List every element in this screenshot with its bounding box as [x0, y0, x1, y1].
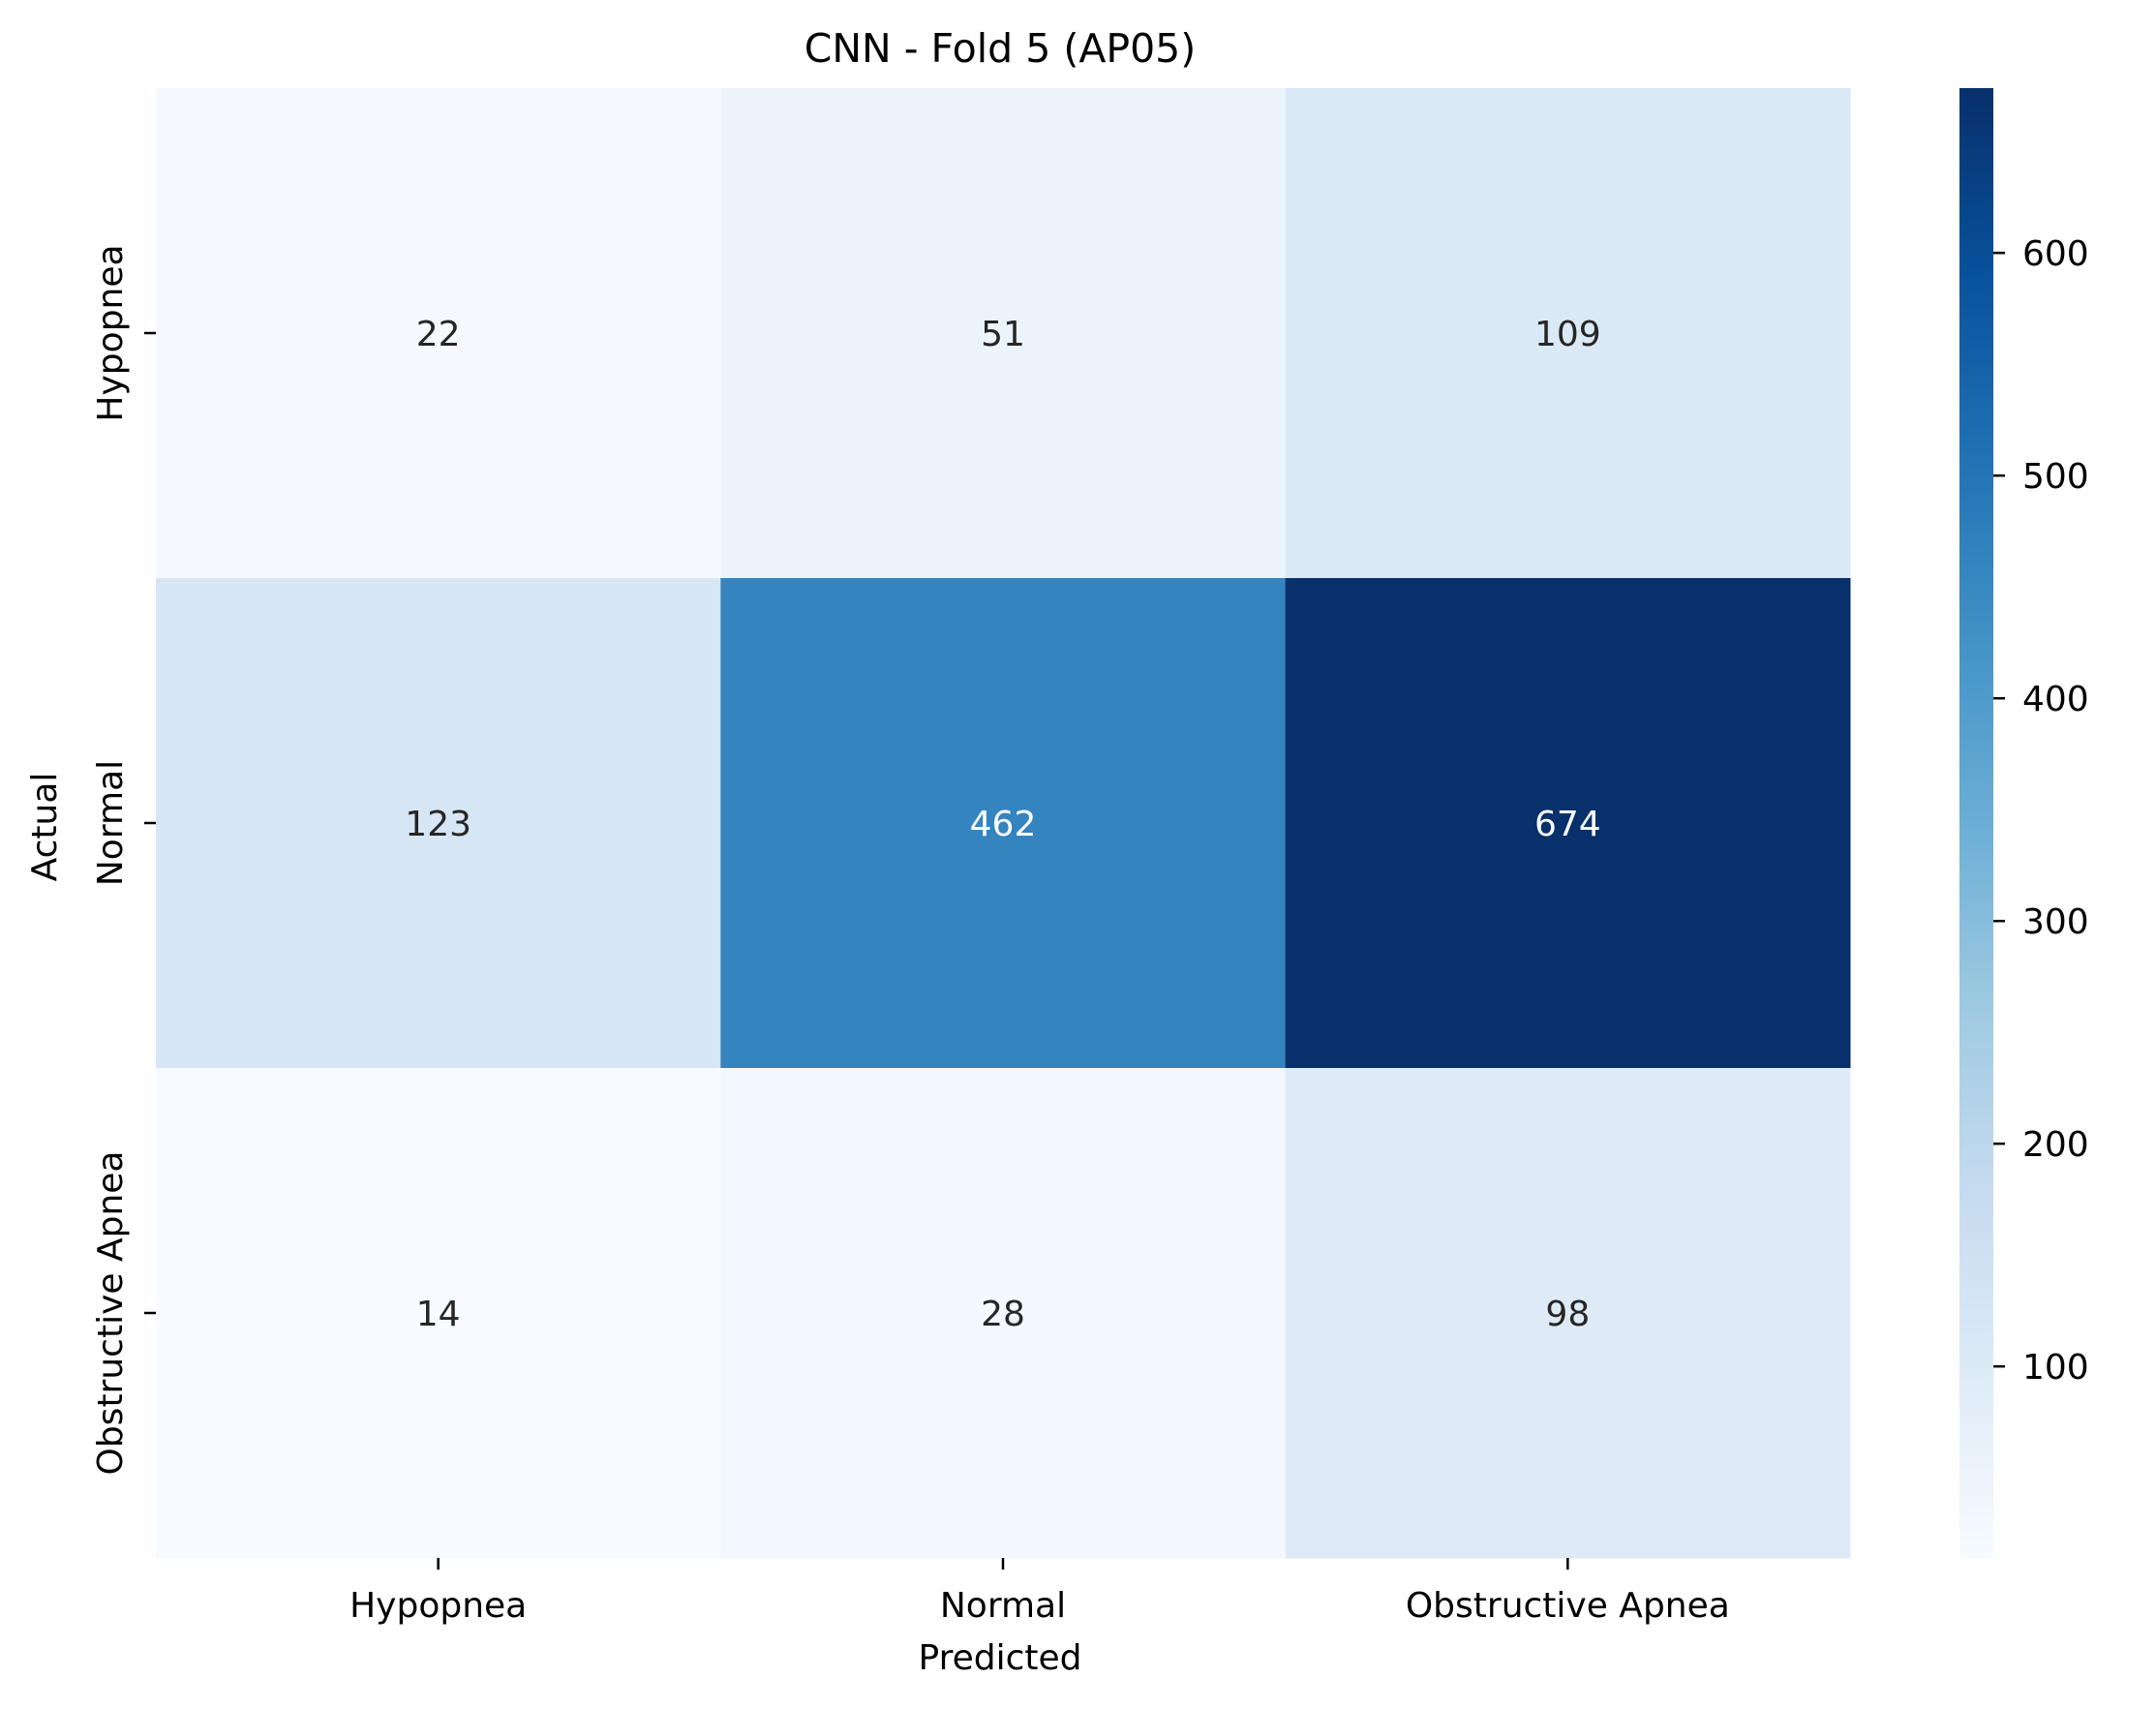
colorbar: 100 200 300 400 500 600	[1959, 88, 2089, 1558]
colorbar-gradient	[1959, 88, 1993, 1558]
cell-value-label: 674	[1534, 805, 1601, 844]
heatmap-cell	[1285, 578, 1851, 1069]
x-tick-label: Hypopnea	[349, 1586, 527, 1626]
heatmap-cell	[720, 88, 1287, 579]
colorbar-tick-label: 100	[2022, 1348, 2089, 1388]
cell-value-label: 22	[416, 315, 461, 354]
x-axis: Hypopnea Normal Obstructive Apnea	[349, 1558, 1730, 1626]
heatmap-cell	[156, 578, 721, 1069]
y-tick-label: Hypopnea	[91, 244, 131, 421]
y-axis-label: Actual	[25, 773, 65, 882]
cell-value-label: 123	[405, 805, 471, 844]
x-tick-label: Obstructive Apnea	[1406, 1586, 1730, 1626]
colorbar-tick-label: 200	[2022, 1125, 2089, 1165]
heatmap-cell	[156, 88, 721, 579]
y-tick-label: Normal	[91, 760, 131, 886]
cell-value-label: 51	[981, 315, 1025, 354]
y-tick-label: Obstructive Apnea	[91, 1151, 131, 1476]
cell-value-label: 14	[416, 1295, 461, 1334]
cell-value-label: 109	[1534, 315, 1601, 354]
y-axis: Hypopnea Normal Obstructive Apnea	[91, 244, 156, 1476]
heatmap-cell	[1285, 1068, 1851, 1559]
heatmap-cell	[720, 1068, 1287, 1559]
cell-annotations: 22 51 109 123 462 674 14 28 98	[405, 315, 1600, 1334]
heatmap-cell	[720, 578, 1287, 1069]
heatmap-cells	[156, 88, 1851, 1559]
chart-title: CNN - Fold 5 (AP05)	[805, 25, 1197, 72]
colorbar-tick-label: 400	[2022, 680, 2089, 719]
colorbar-tick-label: 300	[2022, 902, 2089, 942]
heatmap-cell	[1285, 88, 1851, 579]
cell-value-label: 462	[970, 805, 1037, 844]
cell-value-label: 28	[981, 1295, 1025, 1334]
x-tick-label: Normal	[940, 1586, 1066, 1626]
heatmap-cell	[156, 1068, 721, 1559]
colorbar-tick-label: 600	[2022, 234, 2089, 274]
colorbar-tick-label: 500	[2022, 457, 2089, 497]
x-axis-label: Predicted	[919, 1638, 1082, 1678]
cell-value-label: 98	[1545, 1295, 1590, 1334]
